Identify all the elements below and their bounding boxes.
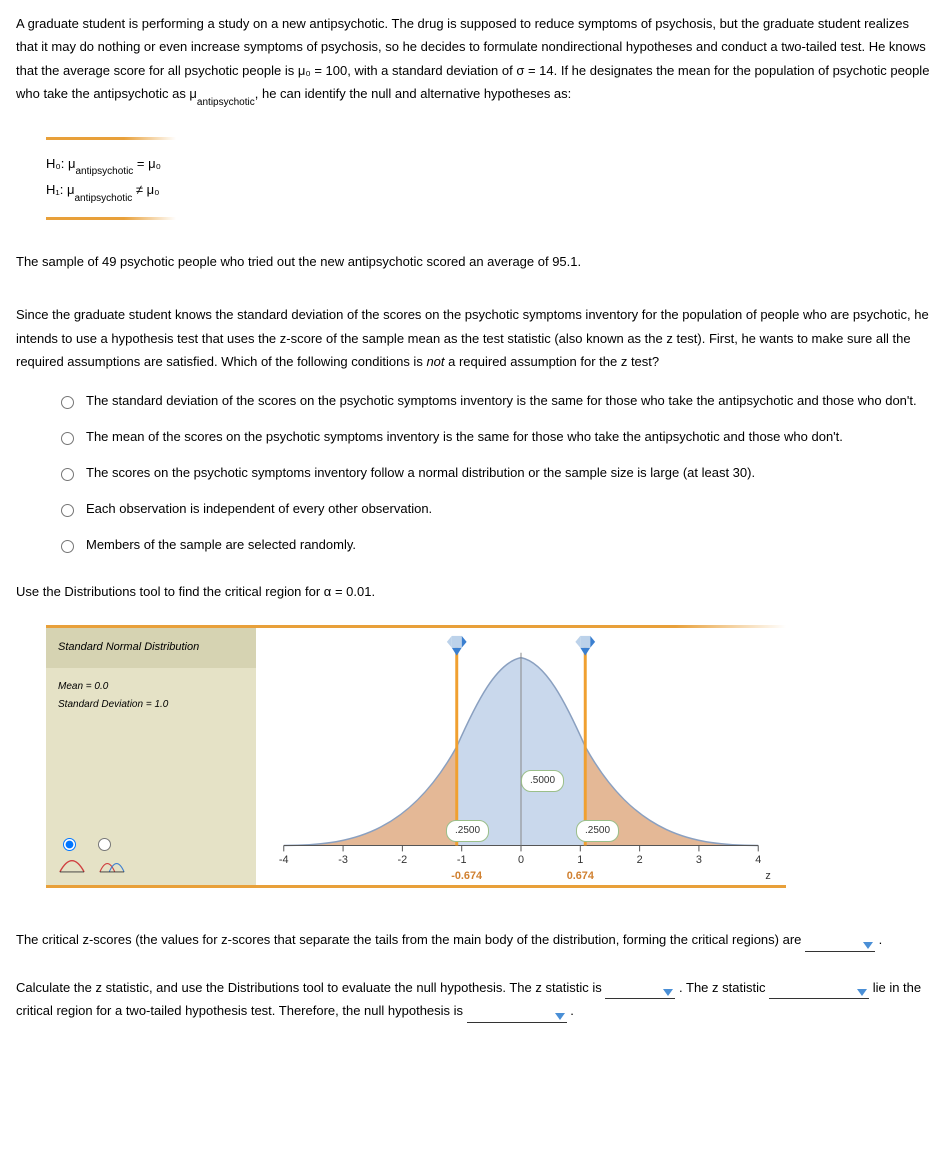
assumptions-paragraph: Since the graduate student knows the sta… xyxy=(16,303,932,373)
slider-handle-left[interactable] xyxy=(447,636,467,656)
svg-text:-1: -1 xyxy=(457,855,467,867)
svg-text:-3: -3 xyxy=(338,855,348,867)
svg-text:0.674: 0.674 xyxy=(567,870,594,882)
option-3-label: The scores on the psychotic symptoms inv… xyxy=(86,462,755,484)
lie-dropdown[interactable] xyxy=(769,985,869,999)
area-left-label: .2500 xyxy=(446,820,489,842)
option-2-radio[interactable] xyxy=(61,432,74,445)
svg-text:2: 2 xyxy=(637,855,643,867)
divider-top xyxy=(46,137,176,140)
svg-text:-2: -2 xyxy=(398,855,408,867)
svg-text:-4: -4 xyxy=(279,855,289,867)
alt-hypothesis: H₁: μantipsychotic ≠ μ₀ xyxy=(46,178,932,205)
intro-paragraph: A graduate student is performing a study… xyxy=(16,12,932,109)
curve-double-icon[interactable] xyxy=(98,857,126,875)
z-stat-dropdown[interactable] xyxy=(605,985,675,999)
tool-title: Standard Normal Distribution xyxy=(46,628,256,668)
instruction-paragraph: Use the Distributions tool to find the c… xyxy=(16,580,932,603)
options-group: The standard deviation of the scores on … xyxy=(56,390,932,556)
option-1[interactable]: The standard deviation of the scores on … xyxy=(56,390,932,412)
null-hypothesis: H₀: μantipsychotic = μ₀ xyxy=(46,152,932,179)
slider-handle-right[interactable] xyxy=(575,636,595,656)
distribution-tool: Standard Normal Distribution Mean = 0.0 … xyxy=(46,625,786,888)
svg-text:1: 1 xyxy=(577,855,583,867)
option-3-radio[interactable] xyxy=(61,468,74,481)
svg-text:0: 0 xyxy=(518,855,524,867)
svg-text:z: z xyxy=(765,870,770,882)
critical-z-dropdown[interactable] xyxy=(805,938,875,952)
tool-controls xyxy=(46,825,256,885)
distribution-curve[interactable]: -4 -3 -2 -1 0 1 2 3 xyxy=(256,628,786,885)
svg-text:-0.674: -0.674 xyxy=(451,870,482,882)
option-2-label: The mean of the scores on the psychotic … xyxy=(86,426,843,448)
sample-paragraph: The sample of 49 psychotic people who tr… xyxy=(16,250,932,273)
tool-sidebar: Standard Normal Distribution Mean = 0.0 … xyxy=(46,628,256,885)
option-5-radio[interactable] xyxy=(61,540,74,553)
option-1-radio[interactable] xyxy=(61,396,74,409)
option-1-label: The standard deviation of the scores on … xyxy=(86,390,917,412)
option-5[interactable]: Members of the sample are selected rando… xyxy=(56,534,932,556)
svg-text:4: 4 xyxy=(755,855,761,867)
option-3[interactable]: The scores on the psychotic symptoms inv… xyxy=(56,462,932,484)
option-5-label: Members of the sample are selected rando… xyxy=(86,534,356,556)
option-4-label: Each observation is independent of every… xyxy=(86,498,432,520)
area-mid-label: .5000 xyxy=(521,770,564,792)
svg-text:3: 3 xyxy=(696,855,702,867)
tool-mode-2-radio[interactable] xyxy=(98,838,111,851)
null-hyp-dropdown[interactable] xyxy=(467,1009,567,1023)
divider-bottom xyxy=(46,217,176,220)
tool-mode-1-radio[interactable] xyxy=(63,838,76,851)
area-right-label: .2500 xyxy=(576,820,619,842)
critical-z-paragraph: The critical z-scores (the values for z-… xyxy=(16,928,932,951)
conclusion-paragraph: Calculate the z statistic, and use the D… xyxy=(16,976,932,1023)
curve-single-icon[interactable] xyxy=(58,857,86,875)
option-2[interactable]: The mean of the scores on the psychotic … xyxy=(56,426,932,448)
hypotheses-block: H₀: μantipsychotic = μ₀ H₁: μantipsychot… xyxy=(46,137,932,220)
option-4-radio[interactable] xyxy=(61,504,74,517)
tool-params: Mean = 0.0 Standard Deviation = 1.0 xyxy=(46,668,256,825)
option-4[interactable]: Each observation is independent of every… xyxy=(56,498,932,520)
tool-plot[interactable]: -4 -3 -2 -1 0 1 2 3 xyxy=(256,628,786,885)
